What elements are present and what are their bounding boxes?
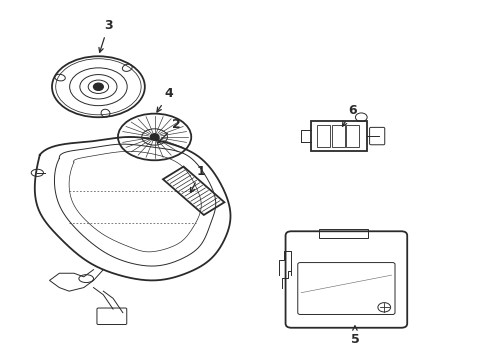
Text: 3: 3: [99, 19, 113, 52]
Text: 5: 5: [350, 326, 359, 346]
Circle shape: [94, 83, 103, 90]
Text: 6: 6: [343, 104, 357, 126]
Circle shape: [150, 134, 159, 140]
Text: 4: 4: [157, 87, 173, 112]
Text: 1: 1: [191, 165, 205, 192]
Text: 2: 2: [158, 118, 181, 143]
